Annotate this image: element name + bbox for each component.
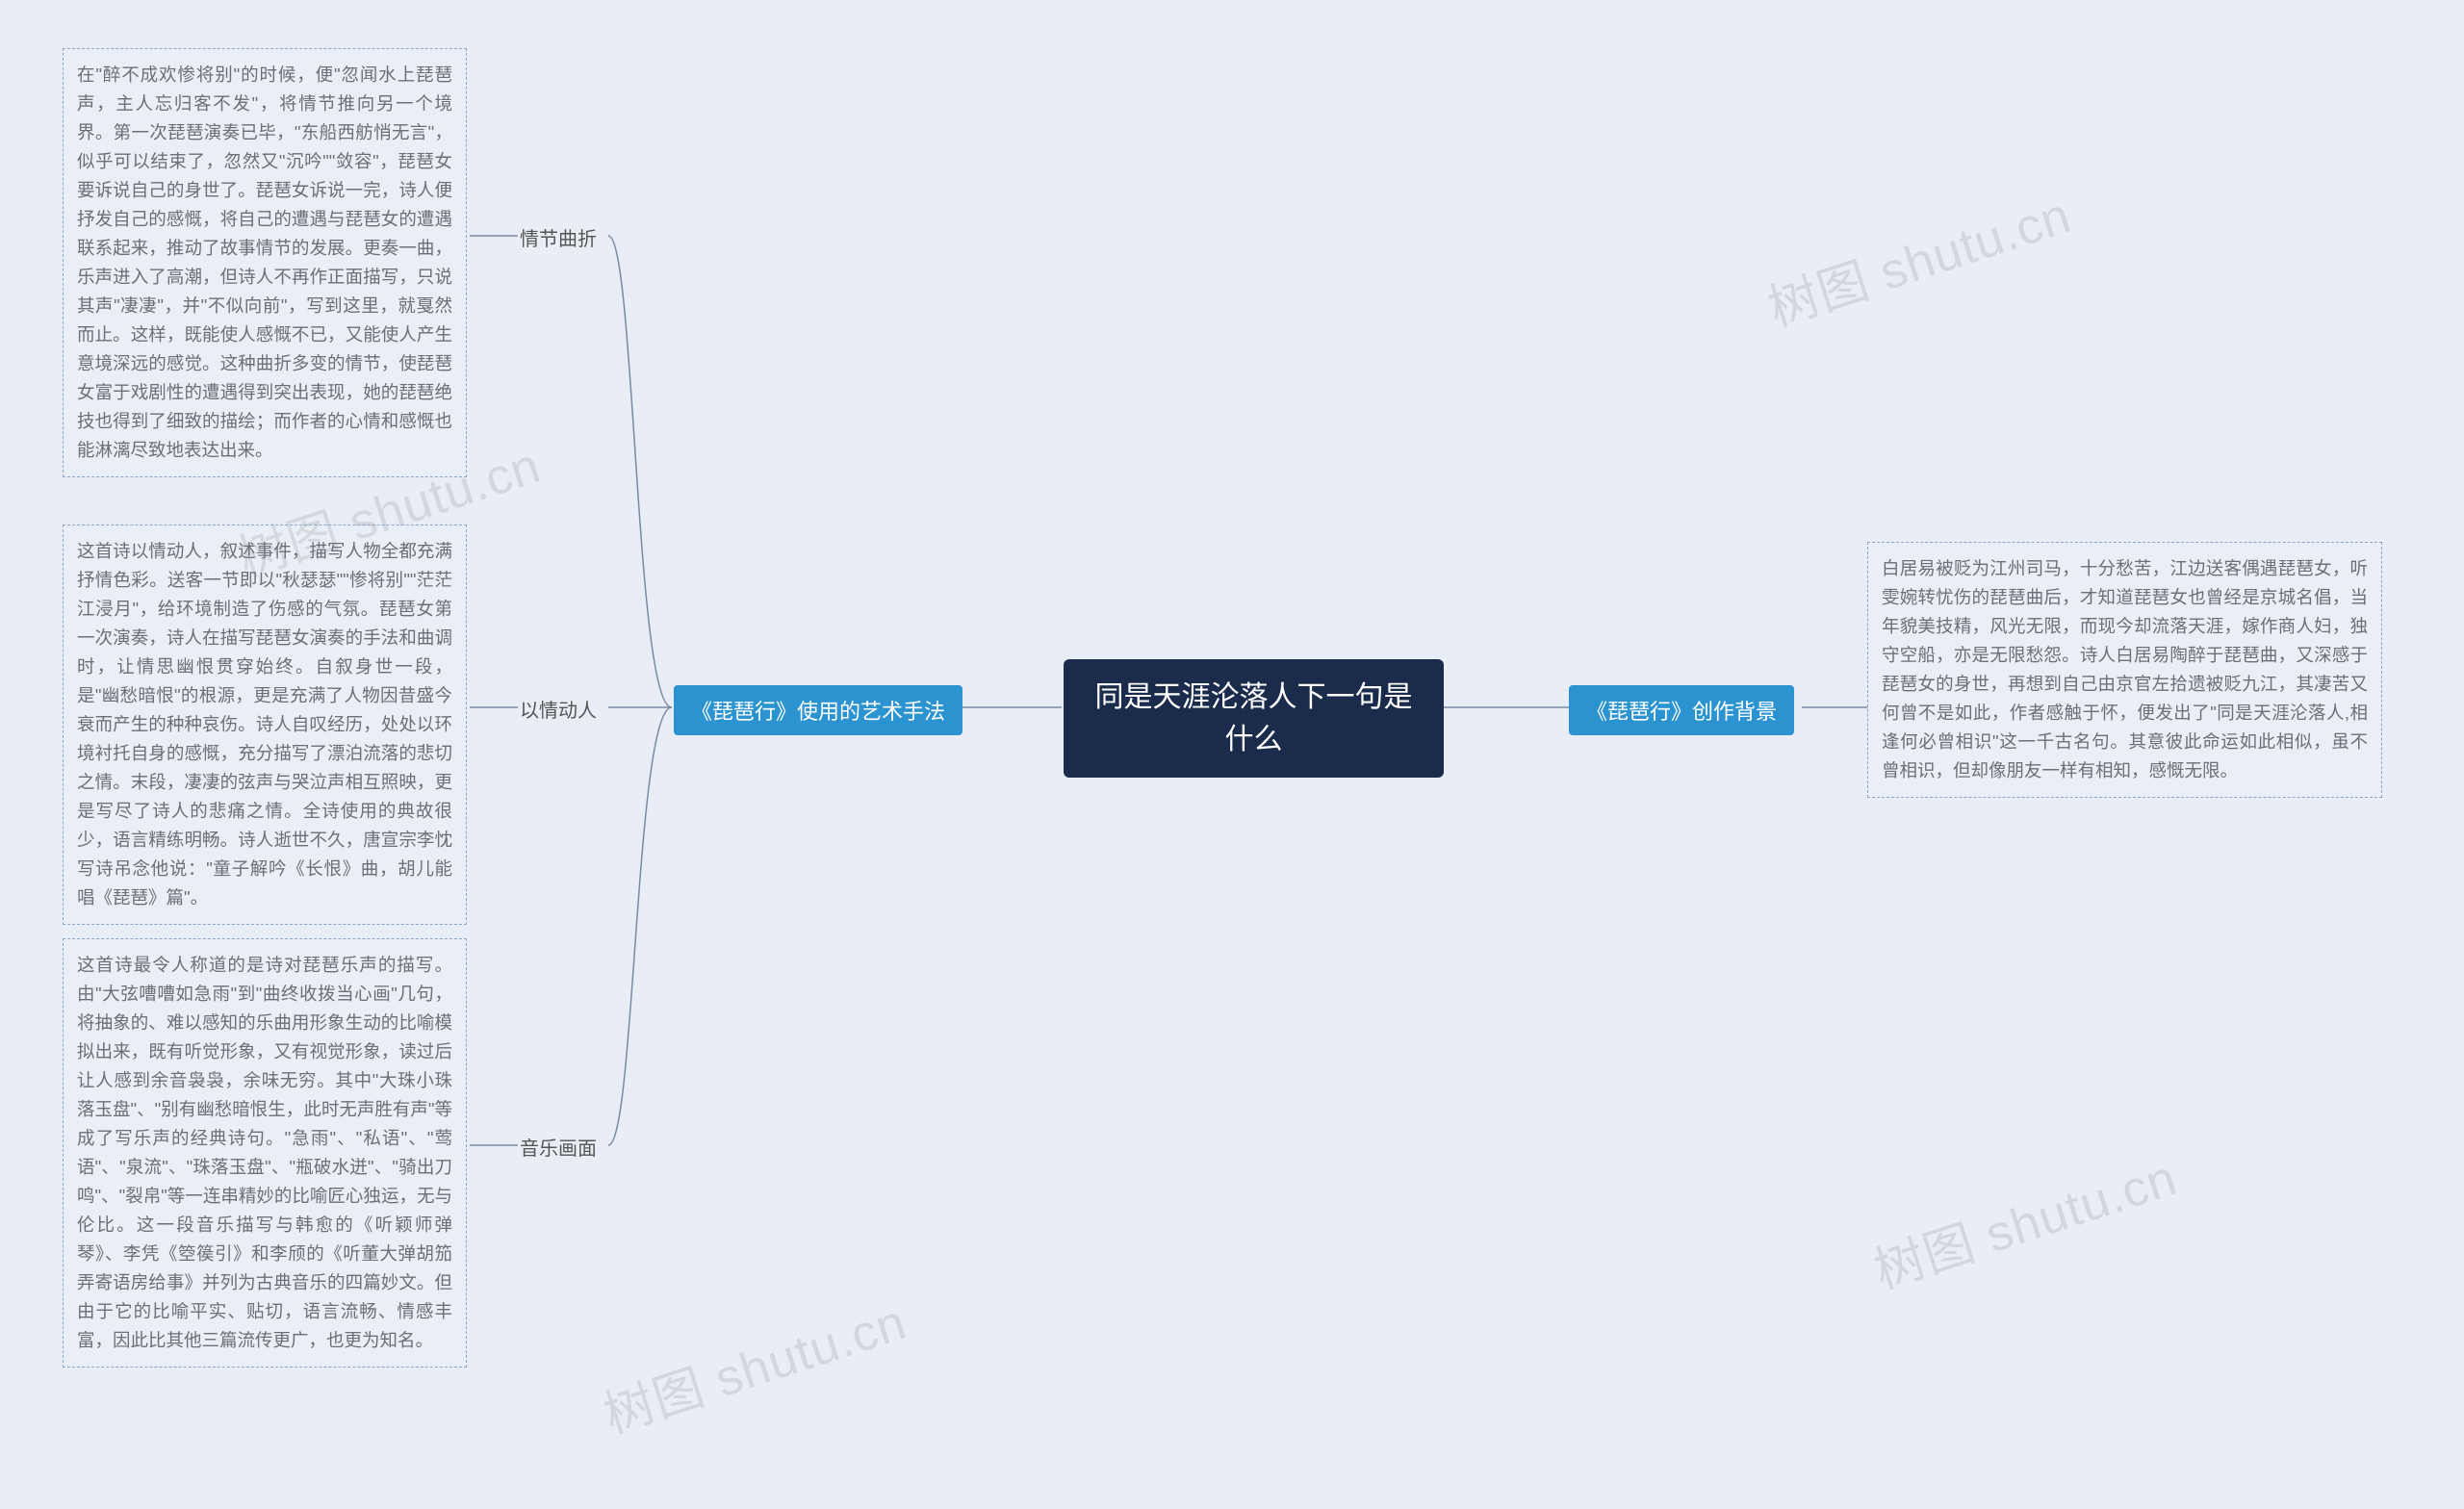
leaf-text-3: 这首诗最令人称道的是诗对琵琶乐声的描写。由"大弦嘈嘈如急雨"到"曲终收拨当心画"…	[77, 955, 452, 1350]
sub-node-3[interactable]: 音乐画面	[520, 1133, 597, 1161]
leaf-text-2: 这首诗以情动人，叙述事件，描写人物全都充满抒情色彩。送客一节即以"秋瑟瑟""惨将…	[77, 541, 452, 908]
branch-left-label: 《琵琶行》使用的艺术手法	[691, 700, 945, 724]
sub-label-1: 情节曲折	[520, 229, 597, 250]
leaf-text-1: 在"醉不成欢惨将别"的时候，便"忽闻水上琵琶声，主人忘归客不发"，将情节推向另一…	[77, 64, 452, 460]
branch-right-label: 《琵琶行》创作背景	[1586, 700, 1777, 724]
leaf-box-3: 这首诗最令人称道的是诗对琵琶乐声的描写。由"大弦嘈嘈如急雨"到"曲终收拨当心画"…	[63, 938, 467, 1368]
branch-right[interactable]: 《琵琶行》创作背景	[1569, 685, 1794, 735]
branch-left[interactable]: 《琵琶行》使用的艺术手法	[674, 685, 962, 735]
sub-label-2: 以情动人	[520, 701, 597, 722]
watermark: 树图 shutu.cn	[593, 1281, 913, 1446]
watermark: 树图 shutu.cn	[1758, 174, 2078, 340]
leaf-box-1: 在"醉不成欢惨将别"的时候，便"忽闻水上琵琶声，主人忘归客不发"，将情节推向另一…	[63, 48, 467, 477]
leaf-right-text: 白居易被贬为江州司马，十分愁苦，江边送客偶遇琵琶女，听雯婉转忧伤的琵琶曲后，才知…	[1882, 558, 2368, 780]
leaf-right: 白居易被贬为江州司马，十分愁苦，江边送客偶遇琵琶女，听雯婉转忧伤的琵琶曲后，才知…	[1867, 542, 2382, 798]
watermark: 树图 shutu.cn	[1863, 1137, 2184, 1302]
leaf-box-2: 这首诗以情动人，叙述事件，描写人物全都充满抒情色彩。送客一节即以"秋瑟瑟""惨将…	[63, 524, 467, 925]
sub-label-3: 音乐画面	[520, 1138, 597, 1160]
sub-node-1[interactable]: 情节曲折	[520, 223, 597, 251]
center-node[interactable]: 同是天涯沦落人下一句是什么	[1064, 659, 1444, 778]
sub-node-2[interactable]: 以情动人	[520, 695, 597, 723]
center-title: 同是天涯沦落人下一句是什么	[1095, 681, 1413, 755]
